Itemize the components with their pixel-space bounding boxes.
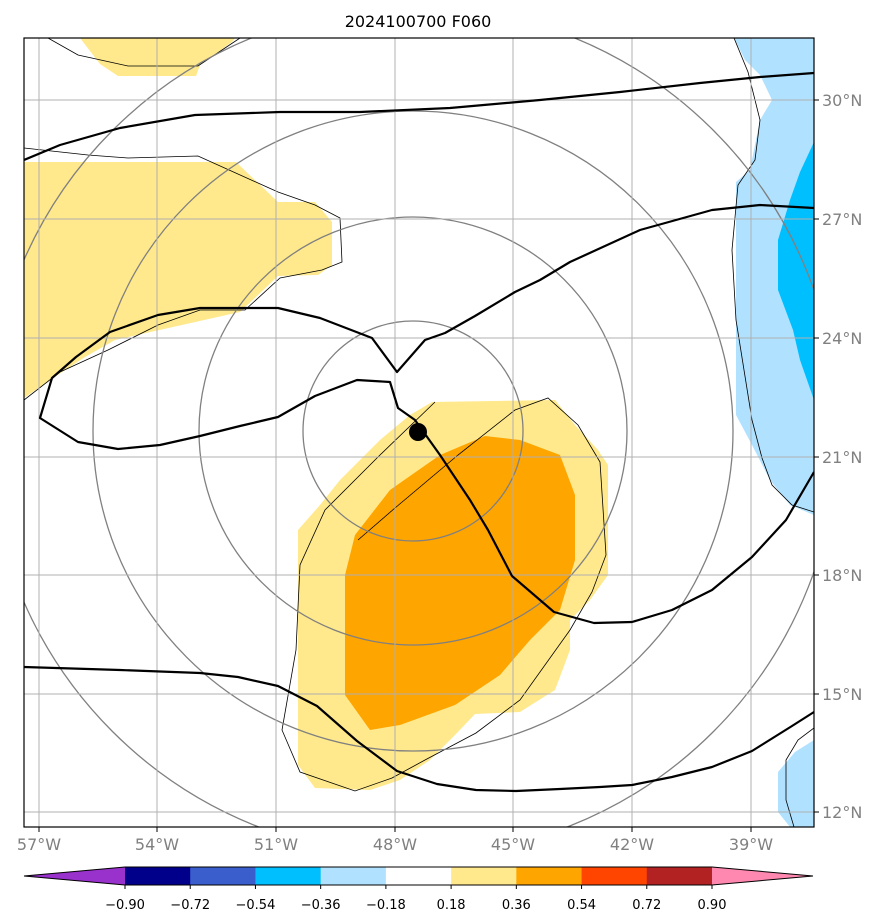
longitude-label: 45°W bbox=[491, 835, 535, 854]
colorbar-segment bbox=[451, 867, 517, 885]
colorbar-segment bbox=[581, 867, 648, 885]
gridlines bbox=[24, 38, 814, 827]
latitude-label: 12°N bbox=[822, 803, 862, 822]
latitude-axis: 30°N 27°N 24°N 21°N 18°N 15°N 12°N bbox=[814, 91, 862, 822]
longitude-label: 57°W bbox=[17, 835, 61, 854]
colorbar-segment bbox=[385, 867, 452, 885]
longitude-axis: 57°W 54°W 51°W 48°W 45°W 42°W 39°W bbox=[17, 827, 773, 854]
range-rings bbox=[24, 38, 814, 827]
colorbar-segment bbox=[125, 867, 191, 885]
colorbar-tick-label: −0.36 bbox=[301, 898, 341, 913]
colorbar-tick-label: 0.36 bbox=[502, 898, 531, 913]
colorbar-segment bbox=[190, 867, 256, 885]
colorbar-tick-label: −0.90 bbox=[105, 898, 145, 913]
thin-contour-top bbox=[47, 38, 241, 67]
colorbar-tick-label: −0.54 bbox=[236, 898, 276, 913]
map-frame bbox=[23, 37, 815, 828]
thick-contour-central bbox=[38, 203, 814, 625]
colorbar-tick-label: −0.72 bbox=[170, 898, 210, 913]
shading-lightblue-se bbox=[778, 740, 814, 827]
colorbar-extend-low bbox=[24, 867, 125, 885]
colorbar-segment bbox=[320, 867, 387, 885]
colorbar-segment bbox=[516, 867, 583, 885]
range-ring-2 bbox=[198, 216, 628, 646]
colorbar-tick-label: −0.18 bbox=[366, 898, 406, 913]
longitude-label: 42°W bbox=[610, 835, 654, 854]
thin-contour-se bbox=[785, 727, 814, 827]
latitude-label: 27°N bbox=[822, 210, 862, 229]
shading-orange-storm bbox=[345, 436, 575, 730]
figure-title: 2024100700 F060 bbox=[345, 12, 492, 31]
longitude-label: 54°W bbox=[135, 835, 179, 854]
colorbar-tick-label: 0.54 bbox=[567, 898, 596, 913]
thick-contours bbox=[24, 71, 814, 793]
longitude-label: 39°W bbox=[729, 835, 773, 854]
colorbar-segment bbox=[646, 867, 713, 885]
latitude-label: 30°N bbox=[822, 91, 862, 110]
colorbar-tick-label: 0.90 bbox=[698, 898, 727, 913]
shading-lightblue-east bbox=[734, 38, 814, 515]
colorbar-tick-label: 0.18 bbox=[437, 898, 466, 913]
thin-contour-storm bbox=[281, 397, 607, 792]
longitude-label: 51°W bbox=[254, 835, 298, 854]
thick-contour-north bbox=[24, 71, 814, 162]
longitude-label: 48°W bbox=[373, 835, 417, 854]
range-ring-1 bbox=[302, 320, 524, 542]
map-area bbox=[24, 38, 814, 827]
colorbar-extend-high bbox=[712, 867, 813, 885]
range-ring-3 bbox=[92, 110, 734, 752]
colorbar-segment bbox=[255, 867, 322, 885]
latitude-label: 21°N bbox=[822, 448, 862, 467]
colorbar-tick-label: 0.72 bbox=[632, 898, 661, 913]
thin-contour-east bbox=[731, 38, 814, 513]
storm-center-marker bbox=[409, 423, 427, 441]
thin-contours bbox=[24, 38, 814, 827]
latitude-label: 18°N bbox=[822, 566, 862, 585]
latitude-label: 15°N bbox=[822, 685, 862, 704]
colorbar: −0.90 −0.72 −0.54 −0.36 −0.18 0.18 0.36 0.54 0.7… bbox=[23, 866, 814, 913]
thick-contour-south bbox=[24, 665, 814, 793]
latitude-label: 24°N bbox=[822, 329, 862, 348]
